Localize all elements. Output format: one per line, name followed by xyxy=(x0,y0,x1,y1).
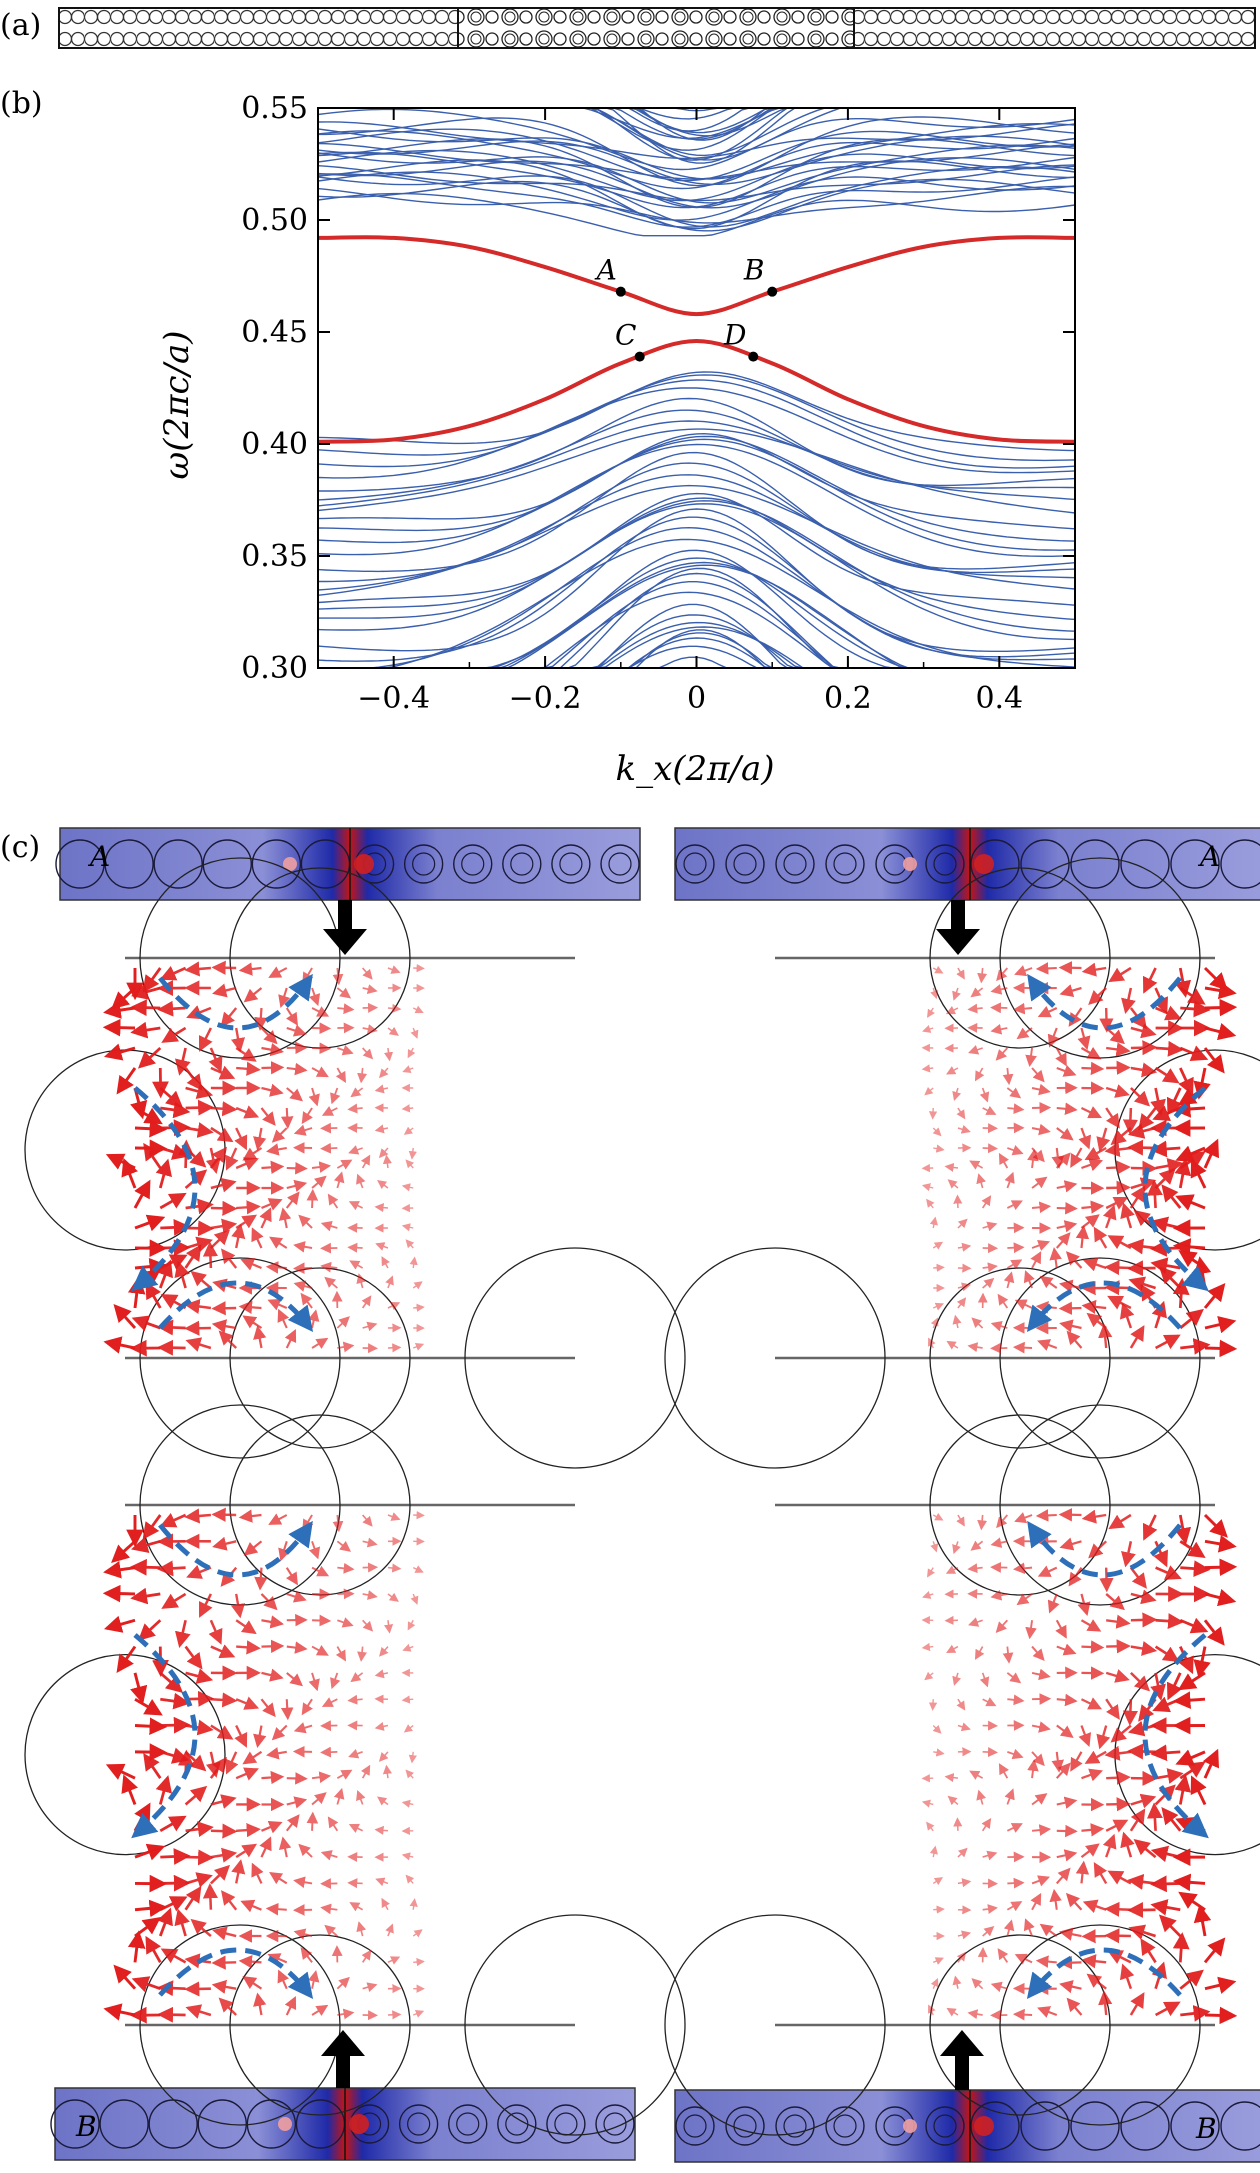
bulk-band-lower xyxy=(318,538,1076,669)
x-tick-label: −0.4 xyxy=(357,681,430,716)
bulk-band-lower xyxy=(317,428,1076,514)
bulk-band-lower xyxy=(317,451,1076,573)
bulk-band-upper xyxy=(317,130,1076,190)
bulk-band-upper xyxy=(317,173,1076,228)
panel-label-c: (c) xyxy=(0,830,41,865)
flow-arrow-top-left xyxy=(323,900,367,955)
x-tick-label: 0 xyxy=(687,681,706,716)
flow-arrow-bottom-left xyxy=(321,2030,365,2088)
bulk-band-upper xyxy=(317,144,1076,204)
bulk-band-lower xyxy=(317,508,1076,652)
bulk-band-upper xyxy=(317,185,1076,224)
vector-field-panel-2-right xyxy=(664,1404,1260,2136)
y-tick-label: 0.30 xyxy=(241,651,308,686)
bulk-band-lower xyxy=(317,497,1076,621)
bulk-band-upper xyxy=(317,178,1076,232)
y-axis-label: ω(2πc/a) xyxy=(157,331,197,480)
field-strip-bottom-right xyxy=(674,2089,1260,2163)
band-point-label-B: B xyxy=(743,254,765,287)
bulk-band-upper xyxy=(317,108,1076,171)
band-point-B xyxy=(767,286,778,297)
field-strip-bottom-left xyxy=(50,2087,636,2161)
bulk-band-upper xyxy=(317,121,1076,160)
bulk-band-lower xyxy=(318,526,1076,669)
strip-label-bottom-left: B xyxy=(76,2110,97,2143)
band-point-C xyxy=(634,351,645,362)
bulk-band-lower xyxy=(317,371,1076,452)
y-tick-label: 0.35 xyxy=(241,539,308,574)
field-strip-top-left xyxy=(55,827,641,901)
bulk-band-lower xyxy=(318,397,1076,492)
bulk-band-lower xyxy=(318,500,1076,632)
edge-band-lower xyxy=(317,338,1076,444)
bulk-band-lower xyxy=(317,492,1076,606)
x-axis-label: k_x(2π/a) xyxy=(615,749,774,789)
bulk-band-lower xyxy=(317,438,1076,551)
bulk-band-upper xyxy=(317,171,1076,221)
strip-label-top-right: A xyxy=(1200,840,1221,873)
y-tick-label: 0.45 xyxy=(241,315,308,350)
bulk-band-upper xyxy=(317,128,1076,182)
bulk-band-upper xyxy=(317,159,1075,230)
field-strip-top-right xyxy=(674,827,1260,901)
bulk-band-lower xyxy=(317,484,1076,596)
band-point-label-C: C xyxy=(615,319,636,352)
bulk-band-lower xyxy=(317,379,1076,469)
plot-axes: −0.4 −0.2 0 0.2 0.4 0.30 0.35 0.40 0.45 0.50 0.55 xyxy=(241,91,1076,716)
vector-field-panel-1-right xyxy=(664,857,1260,1469)
strip-label-top-left: A xyxy=(90,840,111,873)
band-point-A xyxy=(615,286,626,297)
bulk-band-lower xyxy=(317,387,1076,479)
y-tick-label: 0.55 xyxy=(241,91,308,126)
bulk-band-upper xyxy=(317,135,1076,185)
flow-arrow-bottom-right xyxy=(940,2030,984,2090)
band-points: A B C D xyxy=(594,254,778,362)
y-tick-label: 0.50 xyxy=(241,203,308,238)
vector-field-panel-1-left xyxy=(24,857,686,1469)
bulk-band-lower xyxy=(317,409,1076,501)
strip-label-bottom-right: B xyxy=(1196,2112,1217,2145)
band-point-label-A: A xyxy=(594,254,617,287)
panel-label-b: (b) xyxy=(0,86,43,121)
bulk-band-lower xyxy=(317,432,1076,530)
y-tick-label: 0.40 xyxy=(241,427,308,462)
bulk-band-lower xyxy=(317,374,1076,462)
edge-bands xyxy=(317,235,1076,444)
band-point-D xyxy=(748,351,759,362)
bulk-band-upper xyxy=(317,123,1076,180)
x-tick-label: −0.2 xyxy=(509,681,582,716)
x-tick-label: 0.2 xyxy=(824,681,872,716)
bulk-band-upper xyxy=(317,192,1076,237)
panel-label-a: (a) xyxy=(0,8,42,43)
vector-field-panel-2-left xyxy=(24,1404,686,2136)
bulk-band-lower xyxy=(317,435,1076,542)
band-structure-chart: A B C D −0.4 −0.2 0 0.2 0.4 0.30 0.35 0.40 0.45 0.50… xyxy=(157,91,1076,789)
bulk-band-lower xyxy=(317,503,1076,641)
edge-band-upper xyxy=(317,235,1076,317)
flow-arrow-top-right xyxy=(936,900,980,955)
supercell-structure-strip xyxy=(58,7,1256,49)
bulk-band-upper xyxy=(318,116,1076,187)
band-point-label-D: D xyxy=(723,319,746,352)
bulk-band-lower xyxy=(317,443,1076,557)
bulk-band-lower xyxy=(317,420,1076,507)
x-tick-label: 0.4 xyxy=(975,681,1023,716)
